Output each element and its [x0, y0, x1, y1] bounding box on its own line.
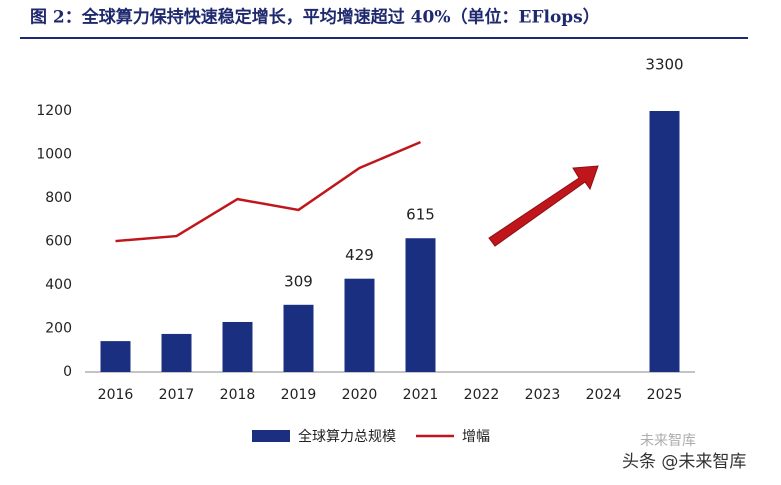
x-tick-label: 2023: [525, 387, 561, 403]
data-label: 615: [406, 206, 435, 224]
x-tick-label: 2019: [281, 387, 317, 403]
x-tick-label: 2024: [586, 387, 622, 403]
chart-title: 图 2：全球算力保持快速稳定增长，平均增速超过 40%（单位：EFlops）: [30, 7, 600, 28]
bar: [649, 111, 680, 372]
x-tick-label: 2016: [98, 387, 134, 403]
y-tick-label: 800: [45, 190, 72, 206]
data-label: 429: [345, 246, 374, 264]
x-tick-label: 2017: [159, 387, 195, 403]
y-tick-label: 600: [45, 234, 72, 250]
bar: [283, 304, 314, 372]
bar: [405, 238, 436, 372]
y-tick-label: 1000: [36, 147, 72, 163]
x-tick-label: 2022: [464, 387, 500, 403]
x-tick-label: 2025: [647, 387, 683, 403]
legend-swatch: [252, 430, 290, 442]
watermark: 未来智库: [640, 433, 696, 449]
x-tick-label: 2018: [220, 387, 256, 403]
bar: [344, 278, 375, 372]
watermark: 头条 @未来智库: [622, 452, 746, 472]
y-tick-label: 0: [63, 364, 72, 380]
legend-label: 增幅: [462, 429, 490, 445]
y-tick-label: 1200: [36, 103, 72, 119]
data-label: 3300: [645, 56, 683, 74]
legend-label: 全球算力总规模: [298, 428, 396, 445]
bar: [222, 321, 253, 372]
bar: [161, 333, 192, 372]
data-label: 309: [284, 272, 313, 290]
y-tick-label: 200: [45, 321, 72, 337]
x-tick-label: 2020: [342, 387, 378, 403]
line: [115, 140, 421, 243]
growth-arrow: [488, 165, 599, 247]
x-tick-label: 2021: [403, 387, 439, 403]
bar: [100, 341, 131, 372]
plot-area: [100, 111, 680, 372]
y-tick-label: 400: [45, 277, 72, 293]
